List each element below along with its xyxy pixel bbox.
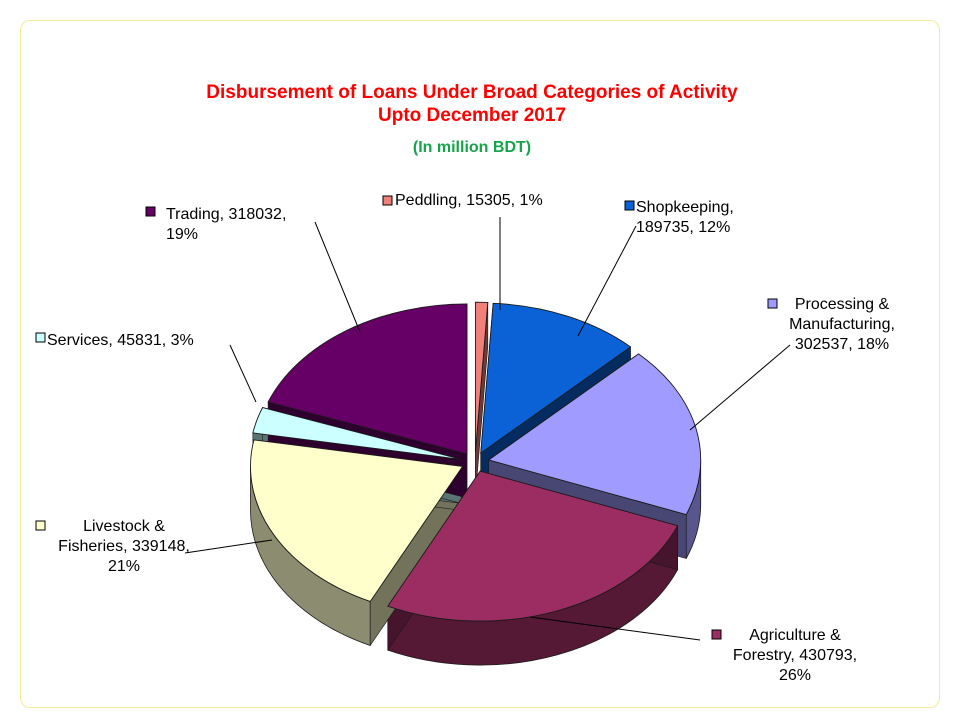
chart-subtitle: (In million BDT) [412, 139, 532, 156]
pie-slice-processing-manufacturing [487, 353, 702, 516]
data-label-peddling: Peddling, 15305, 1% [395, 192, 543, 209]
pie-slice-trading [267, 303, 468, 455]
leader-line-trading [314, 221, 361, 333]
data-label-processing-manufacturing: Processing & Manufacturing, 302537, 18% [789, 296, 895, 353]
leader-line-services [229, 344, 257, 403]
data-label-trading: Trading, 318032, 19% [166, 206, 286, 243]
pie-tops [250, 301, 702, 622]
pie-slice-peddling [474, 301, 489, 453]
leader-line-agriculture-forestry [529, 616, 701, 641]
pie-labels: Peddling, 15305, 1% Shopkeeping, 189735, 1… [35, 192, 895, 684]
chart-title-line2: Upto December 2017 [378, 105, 566, 126]
chart-title-line1: Disbursement of Loans Under Broad Catego… [206, 82, 738, 103]
data-label-livestock-fisheries: Livestock & Fisheries, 339148, 21% [58, 518, 190, 575]
legend-marker-peddling [382, 195, 393, 206]
data-label-services: Services, 45831, 3% [47, 332, 194, 349]
legend-marker-shopkeeping [624, 200, 635, 211]
leader-line-processing-manufacturing [689, 344, 791, 431]
pie-slice-services [252, 406, 462, 460]
data-label-agriculture-forestry: Agriculture & Forestry, 430793, 26% [733, 627, 857, 684]
data-label-shopkeeping: Shopkeeping, 189735, 12% [636, 199, 734, 236]
pie-slice-livestock-fisheries [250, 439, 464, 603]
legend-marker-processing-manufacturing [767, 298, 778, 309]
legend-marker-services [35, 332, 46, 343]
legend-marker-livestock-fisheries [35, 520, 46, 531]
chart-title: Disbursement of Loans Under Broad Catego… [21, 81, 923, 127]
pie-slice-shopkeeping [480, 302, 632, 454]
leader-line-shopkeeping [577, 225, 637, 337]
pie-slice-agriculture-forestry [387, 470, 679, 622]
legend-marker-trading [145, 206, 156, 217]
leader-line-livestock-fisheries [184, 539, 273, 554]
legend-marker-agriculture-forestry [711, 629, 722, 640]
